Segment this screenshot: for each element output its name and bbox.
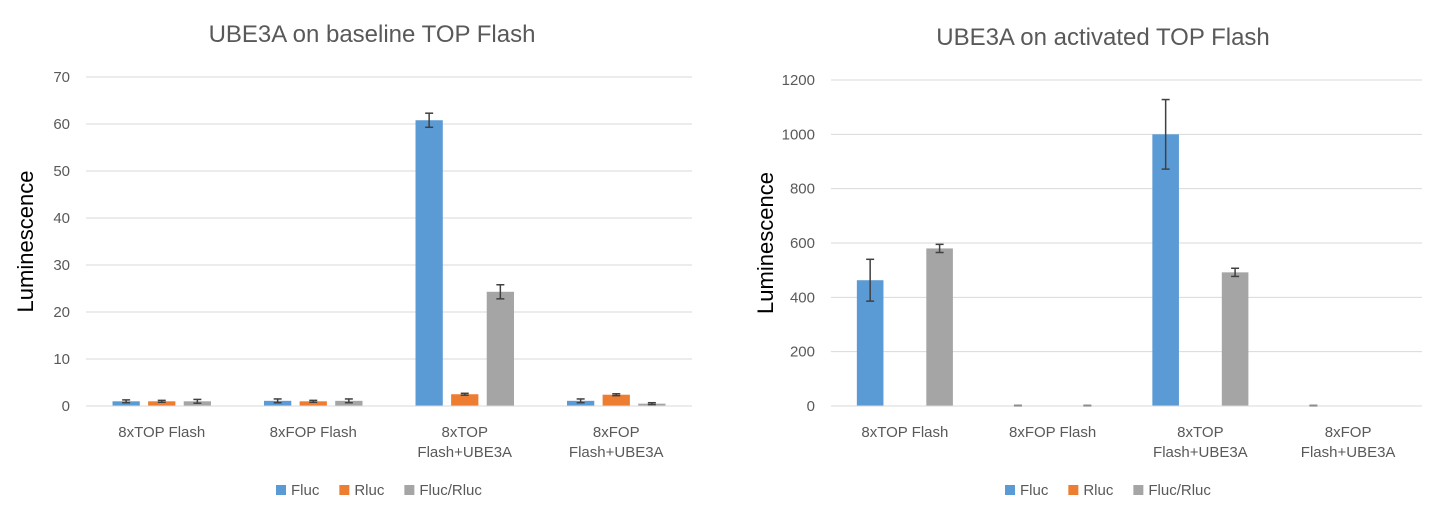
legend-swatch: [404, 485, 415, 495]
y-tick-label: 10: [53, 351, 70, 368]
chart-title: UBE3A on activated TOP Flash: [936, 24, 1270, 51]
y-tick-label: 50: [53, 163, 70, 180]
y-tick-label: 0: [807, 398, 815, 415]
x-tick-label: Flash+UBE3A: [417, 444, 512, 461]
chart-title: UBE3A on baseline TOP Flash: [209, 21, 536, 48]
bar: [415, 120, 443, 407]
y-axis-label: Luminescence: [13, 171, 38, 313]
legend-label: Fluc/Rluc: [419, 482, 482, 499]
x-tick-label: 8xFOP: [593, 424, 640, 441]
x-tick-label: 8xFOP Flash: [1009, 424, 1096, 441]
y-tick-label: 400: [790, 289, 815, 306]
y-tick-label: 30: [53, 257, 70, 274]
bar: [148, 401, 176, 406]
y-axis-label: Luminescence: [753, 172, 778, 314]
x-tick-label: 8xTOP Flash: [861, 424, 948, 441]
bar: [1221, 272, 1249, 406]
legend-swatch: [276, 485, 286, 495]
legend-label: Rluc: [354, 482, 385, 499]
y-tick-label: 60: [53, 116, 70, 133]
legend-swatch: [1133, 485, 1144, 495]
legend-swatch: [1068, 485, 1079, 495]
y-tick-label: 0: [62, 398, 70, 415]
x-tick-label: 8xFOP Flash: [270, 424, 357, 441]
y-tick-label: 20: [53, 304, 70, 321]
x-tick-label: 8xFOP: [1325, 424, 1372, 441]
y-tick-label: 600: [790, 235, 815, 252]
y-tick-label: 1000: [782, 126, 815, 143]
x-tick-label: Flash+UBE3A: [569, 444, 664, 461]
bar: [486, 291, 514, 406]
bar: [602, 394, 630, 406]
bar: [451, 394, 479, 406]
bar: [1152, 134, 1179, 407]
x-tick-label: 8xTOP Flash: [118, 424, 205, 441]
x-tick-label: Flash+UBE3A: [1301, 444, 1396, 461]
bar: [299, 401, 327, 406]
legend-label: Rluc: [1083, 482, 1114, 499]
x-tick-label: Flash+UBE3A: [1153, 444, 1248, 461]
x-tick-label: 8xTOP: [442, 424, 488, 441]
legend-label: Fluc: [291, 482, 320, 499]
legend-label: Fluc: [1020, 482, 1049, 499]
legend-swatch: [1005, 485, 1015, 495]
chart-activated: UBE3A on activated TOP Flash Luminescence…: [753, 24, 1422, 499]
y-tick-label: 40: [53, 210, 70, 227]
chart-baseline: UBE3A on baseline TOP Flash Luminescence 0…: [13, 21, 692, 499]
bar: [112, 401, 140, 406]
legend-swatch: [339, 485, 350, 495]
y-tick-label: 1200: [782, 72, 815, 89]
y-tick-label: 800: [790, 181, 815, 198]
bar: [926, 248, 953, 406]
y-tick-label: 200: [790, 344, 815, 361]
y-tick-label: 70: [53, 69, 70, 86]
x-tick-label: 8xTOP: [1177, 424, 1223, 441]
legend-label: Fluc/Rluc: [1148, 482, 1211, 499]
